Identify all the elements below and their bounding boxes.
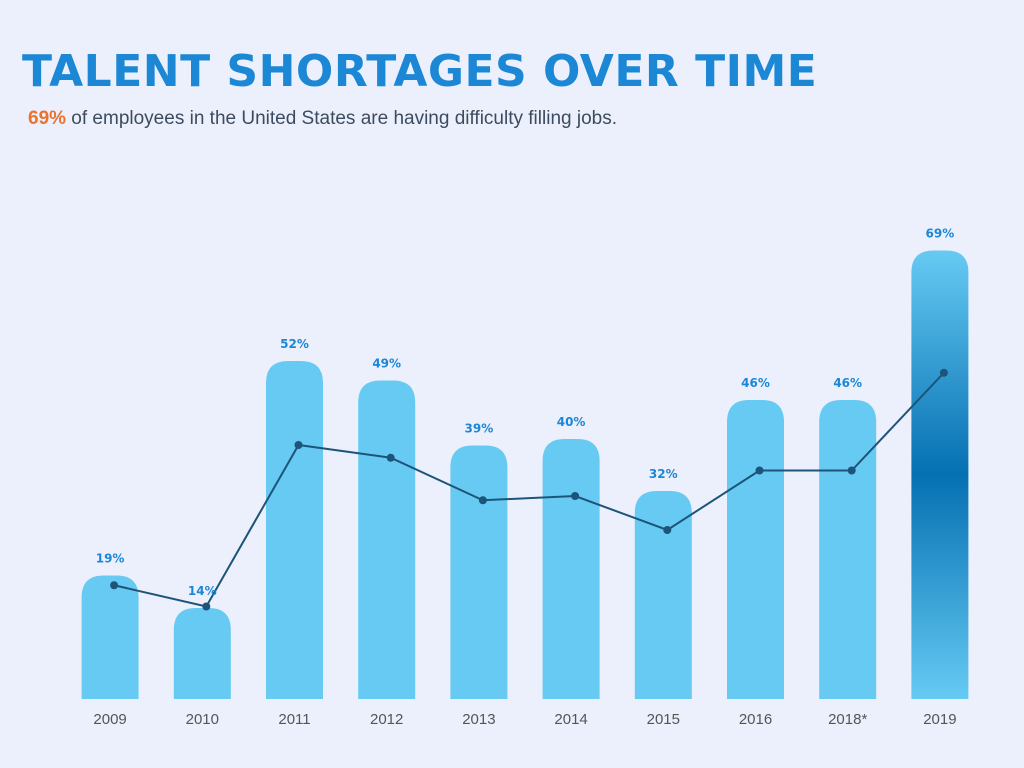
trend-line-layer xyxy=(110,368,948,611)
x-tick-label: 2011 xyxy=(278,711,310,728)
x-tick-label: 2019 xyxy=(923,711,956,728)
chart-subtitle: 69% of employees in the United States ar… xyxy=(28,106,617,132)
trend-point xyxy=(571,492,580,500)
x-tick-label: 2016 xyxy=(739,711,772,728)
bar-value-label: 52% xyxy=(280,337,309,351)
x-tick-label: 2018* xyxy=(828,711,867,728)
bar-2013 xyxy=(450,445,508,699)
trend-point xyxy=(755,466,764,475)
trend-point xyxy=(202,602,211,611)
bar-2009 xyxy=(81,575,139,699)
bar-2010 xyxy=(173,608,231,699)
bar-2015 xyxy=(634,491,692,699)
bar-value-label: 46% xyxy=(833,376,862,390)
bar-2011 xyxy=(266,361,323,699)
x-axis-ticks-layer: 2009 2010 2011 2012 2013 2014 2015 2016 2018* 201… xyxy=(93,711,956,728)
bar-value-label: 49% xyxy=(372,357,401,371)
trend-point xyxy=(939,368,948,377)
bar-value-label: 19% xyxy=(96,552,125,566)
bar-value-label: 39% xyxy=(465,422,494,436)
x-tick-label: 2010 xyxy=(186,711,219,728)
trend-point xyxy=(294,441,303,449)
x-tick-label: 2009 xyxy=(93,711,126,728)
chart-title: TALENT SHORTAGES OVER TIME xyxy=(22,46,818,97)
bars-layer xyxy=(81,250,969,699)
bar-value-label: 69% xyxy=(926,227,955,241)
bar-2014 xyxy=(542,439,600,699)
trend-point xyxy=(663,526,672,534)
x-tick-label: 2015 xyxy=(647,711,680,728)
trend-point xyxy=(386,453,395,462)
x-tick-label: 2013 xyxy=(462,711,495,728)
subtitle-highlight-stat: 69% xyxy=(28,108,67,129)
bar-value-label: 46% xyxy=(741,376,770,390)
x-tick-label: 2014 xyxy=(554,711,587,728)
x-tick-label: 2012 xyxy=(370,711,403,728)
trend-point xyxy=(478,496,487,505)
bar-2016 xyxy=(727,400,784,699)
trend-point xyxy=(847,466,856,475)
subtitle-text: of employees in the United States are ha… xyxy=(66,108,617,129)
bar-value-label: 32% xyxy=(649,467,678,481)
trend-point xyxy=(110,581,119,590)
bar-2019 xyxy=(911,250,969,699)
bar-2012 xyxy=(358,380,416,699)
trend-line xyxy=(113,372,945,608)
bar-value-label: 40% xyxy=(557,415,586,429)
value-labels-layer: 19% 14% 52% 49% 39% 40% 32% 46% 46% 69% xyxy=(96,227,955,599)
bar-value-label: 14% xyxy=(188,584,217,598)
bar-2018 xyxy=(819,400,877,699)
